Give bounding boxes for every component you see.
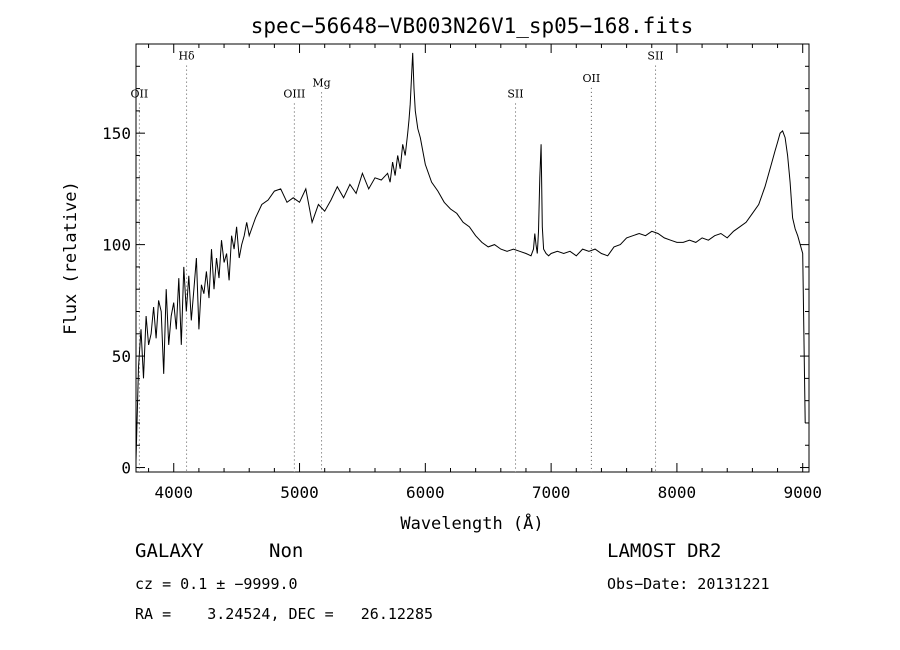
- object-subclass: Non: [269, 540, 304, 562]
- x-tick-label: 5000: [280, 483, 319, 502]
- y-axis-label: Flux (relative): [61, 181, 81, 335]
- line-marker-label: SII: [507, 88, 523, 101]
- x-tick-label: 6000: [406, 483, 445, 502]
- x-tick-label: 7000: [532, 483, 571, 502]
- chart-title: spec−56648−VB003N26V1_sp05−168.fits: [251, 14, 694, 38]
- x-axis-label: Wavelength (Å): [400, 512, 543, 534]
- line-marker-label: OIII: [283, 88, 305, 101]
- y-axis-ticks: 0 50 100 150: [102, 65, 809, 478]
- line-marker-label: OII: [131, 88, 149, 101]
- y-tick-label: 100: [102, 236, 131, 255]
- survey-name: LAMOST DR2: [607, 540, 722, 562]
- x-axis-ticks: 4000 5000 6000 7000 8000 9000: [148, 44, 822, 502]
- y-tick-label: 0: [121, 459, 131, 478]
- x-tick-label: 8000: [658, 483, 697, 502]
- x-tick-label: 4000: [154, 483, 193, 502]
- x-tick-label: 9000: [783, 483, 822, 502]
- y-tick-label: 50: [112, 347, 131, 366]
- coordinates: RA = 3.24524, DEC = 26.12285: [135, 605, 434, 623]
- spectrum-line: [135, 52, 806, 461]
- line-marker-label: SII: [647, 50, 663, 63]
- line-marker-label: Mg: [312, 76, 330, 89]
- y-tick-label: 150: [102, 124, 131, 143]
- line-marker-label: OII: [583, 72, 601, 85]
- emission-line-markers: OII Hδ OIII Mg SII OII SII: [131, 50, 664, 472]
- object-class: GALAXY: [135, 540, 204, 562]
- redshift-line: cz = 0.1 ± −9999.0: [135, 575, 298, 593]
- line-marker-label: Hδ: [178, 50, 195, 63]
- plot-frame: [135, 43, 810, 473]
- obs-date: Obs−Date: 20131221: [607, 575, 770, 593]
